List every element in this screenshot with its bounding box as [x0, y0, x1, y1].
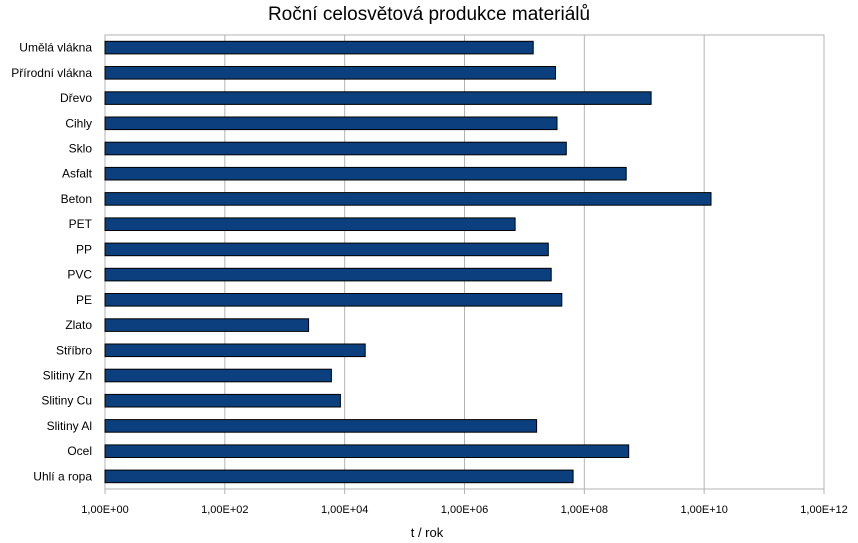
- x-tick-label: 1,00E+12: [800, 504, 847, 516]
- bar: [104, 192, 712, 206]
- bar: [104, 419, 538, 433]
- bar: [104, 116, 558, 131]
- bar: [104, 393, 341, 408]
- category-label: PP: [76, 242, 92, 256]
- bars: [104, 40, 712, 484]
- category-label: Přírodní vlákna: [11, 66, 92, 80]
- bar: [104, 469, 574, 484]
- x-tick-label: 1,00E+04: [321, 504, 368, 516]
- chart-title: Roční celosvětová produkce materiálů: [268, 4, 590, 25]
- grid-lines: [104, 35, 825, 494]
- bar: [104, 444, 630, 458]
- category-label: Uhlí a ropa: [33, 469, 92, 483]
- category-label: PET: [69, 217, 93, 231]
- plot-area: [104, 34, 825, 490]
- bar: [104, 267, 552, 282]
- bar: [104, 141, 567, 156]
- x-axis-label: t / rok: [411, 525, 444, 540]
- category-label: Dřevo: [60, 91, 92, 105]
- bar: [104, 91, 652, 105]
- category-label: Zlato: [65, 318, 92, 332]
- x-tick-label: 1,00E+02: [201, 504, 248, 516]
- category-label: Beton: [61, 192, 92, 206]
- bar: [104, 318, 310, 332]
- bar: [104, 343, 366, 358]
- category-label: Asfalt: [62, 167, 93, 181]
- category-label: PE: [76, 293, 92, 307]
- category-label: PVC: [67, 268, 92, 282]
- bar: [104, 40, 534, 55]
- bar: [104, 368, 332, 383]
- x-tick-label: 1,00E+00: [81, 504, 128, 516]
- category-label: Ocel: [67, 444, 92, 458]
- x-tick-label: 1,00E+10: [680, 504, 727, 516]
- bar: [104, 293, 563, 307]
- x-tick-label: 1,00E+06: [441, 504, 488, 516]
- category-labels: Umělá vlákna Přírodní vlákna Dřevo Cihly Skl…: [11, 41, 92, 484]
- bar: [104, 66, 556, 80]
- category-label: Umělá vlákna: [19, 41, 92, 55]
- x-tick-label: 1,00E+08: [561, 504, 608, 516]
- bar: [104, 217, 516, 231]
- category-label: Cihly: [65, 116, 92, 130]
- category-label: Slitiny Al: [47, 419, 92, 433]
- bar: [104, 166, 627, 181]
- category-label: Stříbro: [56, 343, 92, 357]
- category-label: Sklo: [69, 142, 93, 156]
- bar: [104, 242, 549, 257]
- category-label: Slitiny Zn: [43, 369, 92, 383]
- x-tick-labels: 1,00E+00 1,00E+02 1,00E+04 1,00E+06 1,00E+08…: [81, 504, 847, 516]
- category-label: Slitiny Cu: [41, 394, 92, 408]
